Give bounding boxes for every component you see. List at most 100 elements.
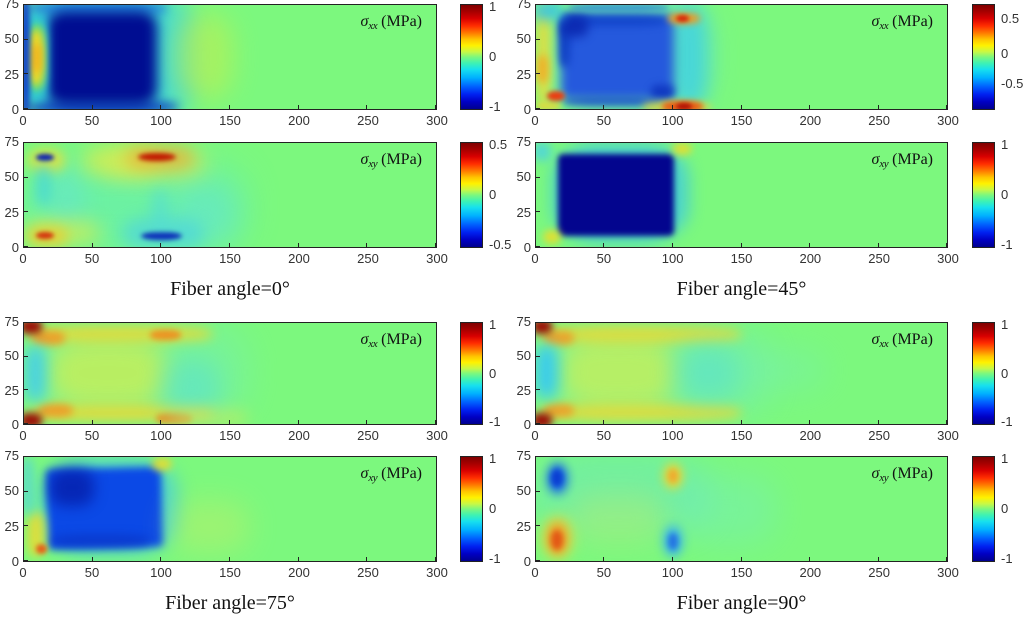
heatmap-feature [679, 475, 776, 545]
colorbar-tick-label: 0.5 [1001, 10, 1020, 26]
x-tick-mark [366, 243, 368, 247]
heatmap-feature [32, 331, 66, 345]
x-tick-label: 300 [937, 251, 959, 266]
x-tick-label: 150 [730, 565, 753, 580]
heatmap-feature [675, 103, 693, 109]
colorbar [460, 456, 483, 562]
x-tick-label: 250 [868, 428, 890, 443]
colorbar-tick-label: -0.5 [489, 236, 512, 252]
x-tick-label: 0 [19, 428, 27, 443]
heatmap-feature [48, 167, 84, 231]
y-tick-mark [536, 246, 540, 247]
x-tick-label: 200 [288, 565, 310, 580]
heatmap-feature [150, 329, 181, 341]
x-tick-label: 250 [357, 428, 379, 443]
x-tick-mark [229, 420, 230, 424]
x-tick-label: 0 [531, 565, 539, 580]
sigma-subscript: xx [368, 20, 378, 32]
x-tick-label: 150 [219, 428, 241, 443]
heatmap-sigma_xy-90deg: σxy (MPa) [535, 456, 948, 562]
x-tick-label: 150 [219, 565, 241, 580]
heatmap-feature [667, 469, 679, 484]
y-tick-mark [24, 525, 28, 527]
heatmap-sigma_xx-90deg: σxx (MPa) [535, 322, 948, 425]
colorbar [972, 4, 995, 110]
colorbar-tick-label: -0.5 [1001, 75, 1024, 91]
heatmap-feature [675, 14, 690, 22]
colorbar-tick-label: 1 [1001, 451, 1009, 467]
y-tick-mark [24, 322, 28, 323]
y-tick-label: 25 [4, 518, 19, 534]
x-tick-label: 0 [531, 428, 539, 443]
x-tick-mark [229, 557, 230, 561]
x-tick-mark [91, 557, 93, 561]
sigma-symbol: σ [871, 331, 880, 348]
y-tick-label: 50 [516, 348, 531, 364]
x-tick-mark [366, 420, 368, 424]
y-tick-mark [536, 525, 540, 527]
heatmap-feature [36, 544, 48, 555]
x-tick-label: 100 [661, 251, 684, 266]
unit-label: (MPa) [377, 151, 422, 168]
x-tick-label: 50 [596, 251, 612, 266]
panel-caption-0deg: Fiber angle=0° [170, 278, 290, 300]
sigma-subscript: xx [879, 338, 889, 350]
colorbar-tick-label: -1 [489, 550, 501, 566]
x-tick-mark [740, 420, 742, 424]
heatmap-feature [667, 533, 679, 550]
x-tick-mark [946, 105, 947, 109]
y-tick-label: 75 [516, 314, 531, 329]
x-tick-mark [91, 420, 93, 424]
x-tick-mark [671, 243, 673, 247]
colorbar-tick-label: 1 [489, 451, 497, 467]
colorbar-tick-label: 0.5 [489, 137, 508, 153]
heatmap-feature [544, 331, 575, 345]
y-tick-label: 0 [11, 554, 19, 569]
heatmap-feature [536, 413, 553, 424]
y-tick-mark [536, 108, 540, 109]
panel-caption-75deg: Fiber angle=75° [165, 592, 295, 614]
x-tick-label: 250 [868, 251, 890, 266]
y-tick-label: 25 [4, 66, 19, 82]
y-tick-mark [24, 38, 28, 40]
colorbar-tick-label: -1 [489, 98, 501, 114]
heatmap-feature [559, 14, 571, 68]
y-tick-mark [24, 73, 28, 75]
x-tick-label: 100 [661, 428, 684, 443]
sigma-symbol: σ [871, 465, 880, 482]
y-tick-mark [536, 38, 540, 40]
y-tick-label: 0 [523, 554, 531, 569]
x-tick-mark [808, 105, 810, 109]
x-tick-label: 150 [730, 428, 753, 443]
y-tick-mark [24, 108, 28, 109]
y-tick-mark [24, 423, 28, 424]
x-tick-label: 100 [661, 565, 684, 580]
y-tick-mark [536, 4, 540, 5]
y-tick-mark [536, 73, 540, 75]
y-tick-mark [24, 4, 28, 5]
heatmap-feature [741, 349, 824, 391]
heatmap-sigma_xy-0deg: σxy (MPa) [23, 142, 437, 248]
y-tick-mark [536, 322, 540, 323]
x-tick-label: 0 [19, 113, 27, 128]
heatmap-feature [24, 323, 42, 334]
x-tick-label: 100 [150, 113, 172, 128]
heatmap-feature [24, 457, 34, 516]
heatmap-feature [50, 469, 95, 506]
unit-label: (MPa) [888, 465, 933, 482]
heatmap-feature [24, 413, 42, 424]
heatmap-feature [560, 336, 676, 410]
heatmap-feature [36, 163, 52, 206]
unit-label: (MPa) [377, 13, 422, 30]
y-tick-mark [24, 211, 28, 213]
x-tick-mark [946, 243, 947, 247]
x-tick-label: 0 [19, 565, 27, 580]
y-tick-mark [24, 142, 28, 143]
x-tick-label: 200 [288, 428, 310, 443]
y-tick-mark [536, 456, 540, 457]
y-tick-mark [536, 560, 540, 561]
x-tick-label: 150 [730, 251, 753, 266]
x-tick-mark [366, 105, 368, 109]
x-tick-label: 250 [357, 113, 379, 128]
sigma-subscript: xy [879, 472, 889, 484]
